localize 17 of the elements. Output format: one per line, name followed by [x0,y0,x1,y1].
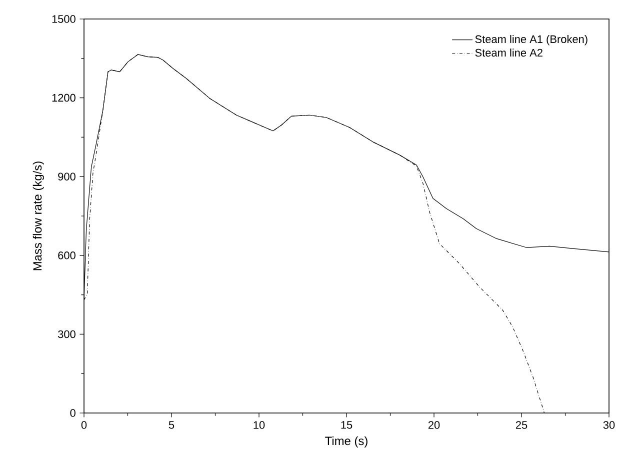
x-tick-label: 30 [603,421,615,429]
y-tick-label: 300 [58,330,76,338]
x-tick-label: 20 [428,421,440,429]
legend-label: Steam line A1 (Broken) [475,35,588,46]
x-tick-label: 10 [254,421,265,429]
y-tick-label: 1200 [52,94,76,102]
y-axis-title: Mass flow rate (kg/s) [32,162,44,270]
x-axis-title: Time (s) [325,436,368,448]
legend-label: Steam line A2 [475,48,542,57]
x-tick-label: 5 [168,421,174,429]
x-tick-label: 0 [81,421,87,429]
y-tick-label: 0 [70,409,76,417]
y-tick-label: 1500 [52,15,76,23]
y-tick-label: 600 [58,252,76,260]
x-tick-label: 15 [341,421,352,429]
y-tick-label: 900 [58,172,76,180]
x-tick-label: 25 [516,421,528,429]
